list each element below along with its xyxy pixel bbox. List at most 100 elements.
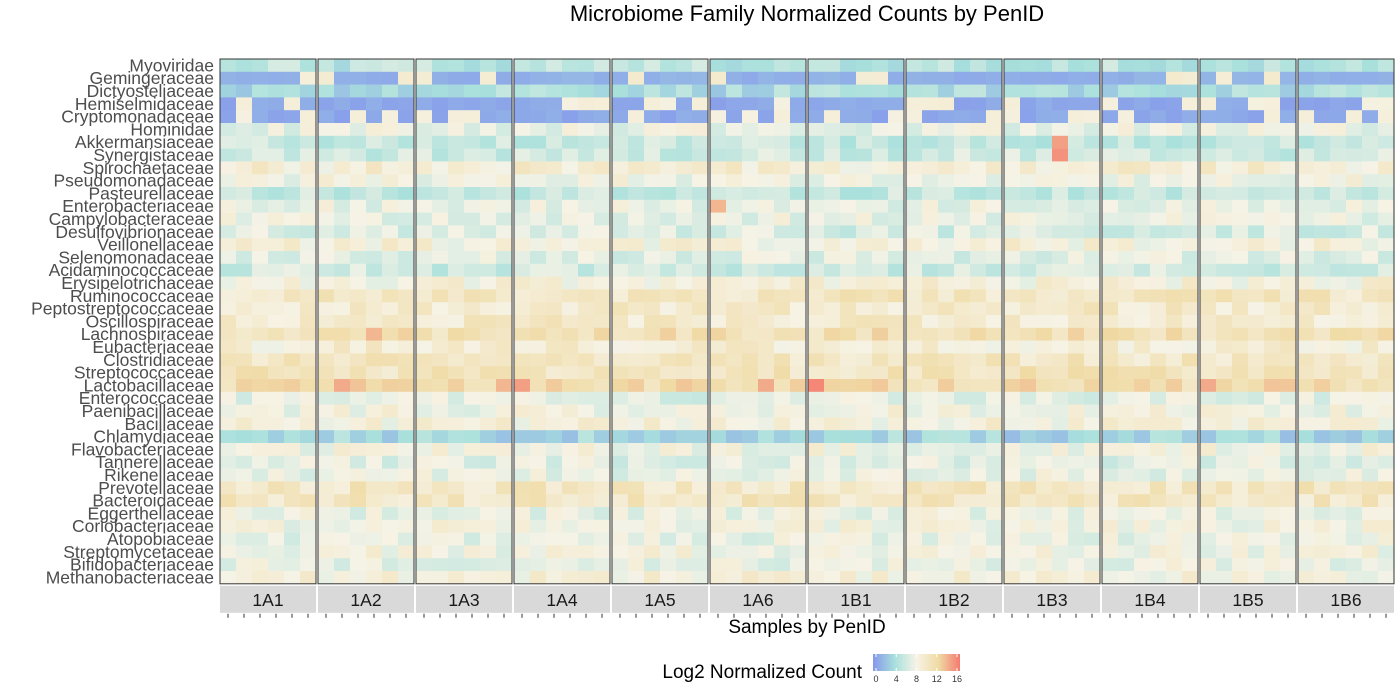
heatmap-cell [824, 302, 841, 316]
heatmap-cell [496, 187, 513, 201]
heatmap-cell [808, 174, 825, 188]
heatmap-cell [1182, 84, 1199, 98]
heatmap-cell [284, 404, 301, 418]
heatmap-cell [1182, 494, 1199, 508]
heatmap-cell [922, 545, 939, 559]
heatmap-cell [1150, 212, 1167, 226]
heatmap-cell [710, 302, 727, 316]
heatmap-cell [628, 302, 645, 316]
heatmap-cell [252, 199, 269, 213]
heatmap-cell [252, 123, 269, 137]
heatmap-cell [578, 417, 595, 431]
heatmap-cell [300, 289, 317, 303]
heatmap-cell [1084, 238, 1101, 252]
heatmap-cell [742, 404, 759, 418]
heatmap-cell [398, 263, 415, 277]
heatmap-cell [236, 494, 253, 508]
heatmap-cell [1378, 481, 1395, 495]
heatmap-cell [1036, 212, 1053, 226]
heatmap-cell [546, 302, 563, 316]
heatmap-cell [398, 97, 415, 111]
heatmap-cell [1248, 161, 1265, 175]
heatmap-cell [562, 110, 579, 124]
heatmap-cell [464, 148, 481, 162]
heatmap-cell [562, 558, 579, 572]
heatmap-cell [808, 366, 825, 380]
heatmap-cell [300, 212, 317, 226]
heatmap-cell [1232, 532, 1249, 546]
heatmap-cell [464, 59, 481, 73]
heatmap-cell [1020, 455, 1037, 469]
heatmap-cell [562, 379, 579, 393]
heatmap-cell [644, 353, 661, 367]
heatmap-cell [1378, 187, 1395, 201]
heatmap-cell [790, 494, 807, 508]
heatmap-cell [220, 519, 237, 533]
heatmap-cell [1036, 225, 1053, 239]
heatmap-cell [594, 199, 611, 213]
heatmap-cell [824, 558, 841, 572]
heatmap-cell [628, 327, 645, 341]
heatmap-cell [1118, 135, 1135, 149]
heatmap-cell [1232, 545, 1249, 559]
heatmap-cell [1052, 558, 1069, 572]
heatmap-cell [334, 110, 351, 124]
heatmap-cell [1068, 71, 1085, 85]
heatmap-cell [252, 59, 269, 73]
heatmap-cell [530, 379, 547, 393]
heatmap-cell [448, 494, 465, 508]
heatmap-cell [774, 199, 791, 213]
heatmap-cell [676, 443, 693, 457]
heatmap-cell [856, 251, 873, 265]
heatmap-cell [514, 519, 531, 533]
heatmap-cell [1298, 84, 1315, 98]
heatmap-cell [612, 59, 629, 73]
heatmap-cell [1248, 225, 1265, 239]
heatmap-cell [416, 225, 433, 239]
heatmap-cell [922, 558, 939, 572]
heatmap-cell [334, 238, 351, 252]
heatmap-cell [726, 558, 743, 572]
heatmap-cell [236, 315, 253, 329]
heatmap-cell [1298, 404, 1315, 418]
heatmap-cell [496, 225, 513, 239]
heatmap-cell [268, 289, 285, 303]
heatmap-cell [888, 571, 905, 585]
heatmap-cell [252, 97, 269, 111]
heatmap-cell [986, 225, 1003, 239]
heatmap-cell [1182, 532, 1199, 546]
heatmap-cell [710, 507, 727, 521]
heatmap-cell [970, 443, 987, 457]
heatmap-cell [252, 110, 269, 124]
heatmap-cell [1052, 302, 1069, 316]
heatmap-cell [726, 417, 743, 431]
heatmap-cell [970, 571, 987, 585]
heatmap-cell [1036, 443, 1053, 457]
heatmap-cell [334, 404, 351, 418]
panel-frames [219, 58, 1395, 585]
heatmap-cell [1280, 494, 1297, 508]
heatmap-cell [938, 263, 955, 277]
heatmap-cell [1216, 199, 1233, 213]
heatmap-cell [1020, 379, 1037, 393]
heatmap-cell [448, 327, 465, 341]
heatmap-cell [906, 212, 923, 226]
heatmap-cell [1346, 443, 1363, 457]
heatmap-cell [350, 455, 367, 469]
heatmap-cell [334, 212, 351, 226]
heatmap-cell [888, 174, 905, 188]
heatmap-cell [1036, 276, 1053, 290]
heatmap-cell [594, 59, 611, 73]
heatmap-cell [562, 161, 579, 175]
heatmap-cell [432, 507, 449, 521]
heatmap-cell [628, 519, 645, 533]
heatmap-cell [496, 199, 513, 213]
heatmap-cell [1036, 507, 1053, 521]
heatmap-cell [1020, 276, 1037, 290]
heatmap-cell [954, 468, 971, 482]
heatmap-cell [496, 443, 513, 457]
heatmap-cell [1182, 315, 1199, 329]
heatmap-cell [1182, 251, 1199, 265]
heatmap-cell [416, 71, 433, 85]
heatmap-cell [1362, 391, 1379, 405]
